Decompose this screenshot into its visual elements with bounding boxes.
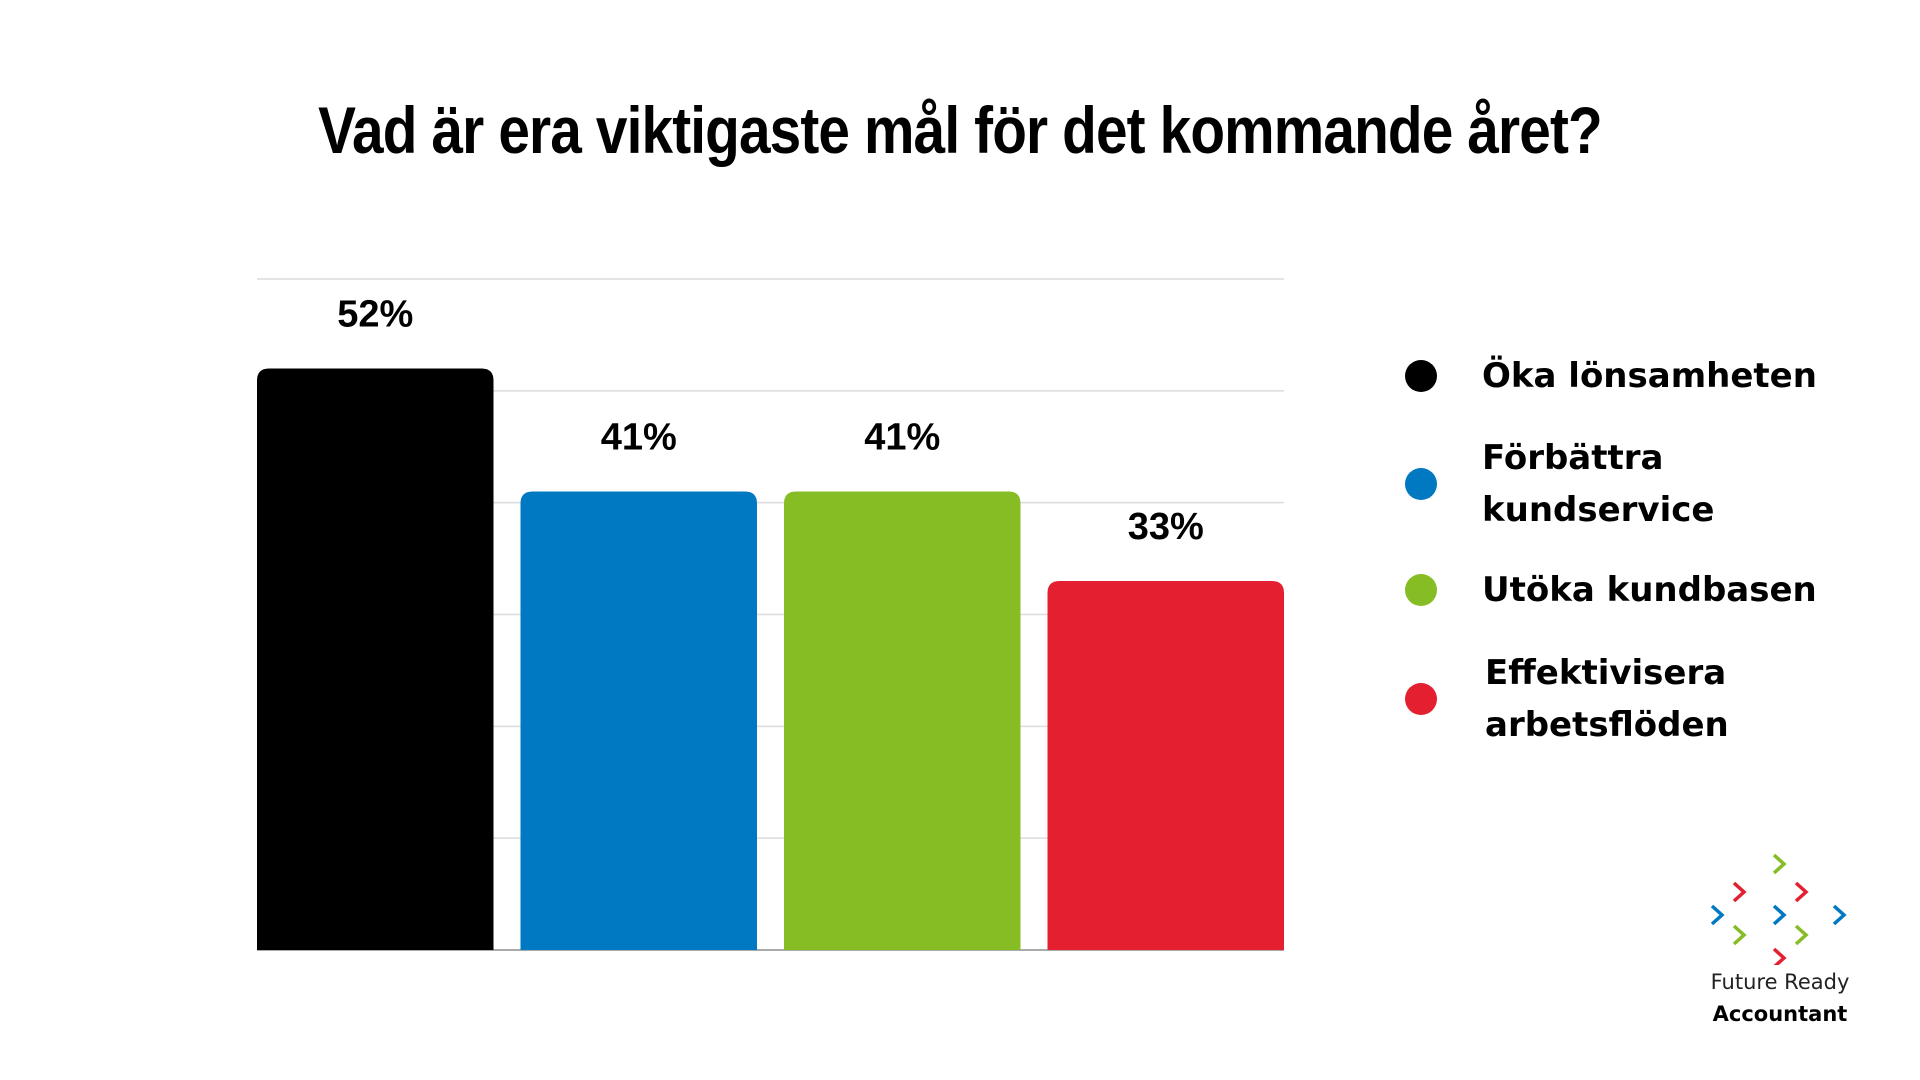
legend-label: Förbättra kundservice xyxy=(1482,438,1715,530)
value-labels: 52% 41% 41% 33% xyxy=(337,293,1204,547)
bar-1 xyxy=(257,368,494,950)
legend-item-forbattra-kundservice: Förbättra kundservice xyxy=(1405,432,1722,536)
legend-dot-icon xyxy=(1405,360,1437,392)
legend-label: Öka lönsamheten xyxy=(1482,356,1817,396)
chevron-icon xyxy=(1772,904,1787,926)
chevron-icon xyxy=(1794,881,1809,903)
chevron-icon xyxy=(1732,924,1747,946)
logo-text-line2: Accountant xyxy=(1712,1002,1848,1026)
value-label: 41% xyxy=(601,416,677,458)
legend-label: Utöka kundbasen xyxy=(1482,570,1817,610)
legend-item-oka-lonsamheten: Öka lönsamheten xyxy=(1405,350,1842,402)
value-label: 41% xyxy=(864,416,940,458)
bars xyxy=(257,368,1284,950)
chevron-icon xyxy=(1772,947,1787,969)
legend-item-utoka-kundbasen: Utöka kundbasen xyxy=(1405,564,1842,616)
legend-label: Effektivisera arbetsflöden xyxy=(1485,653,1729,745)
chevron-icon xyxy=(1772,853,1787,875)
chevron-icon xyxy=(1710,904,1725,926)
future-ready-accountant-logo: Future Ready Accountant xyxy=(1690,850,1870,1040)
chevron-icon xyxy=(1832,904,1847,926)
chevron-pattern-icon xyxy=(1710,853,1847,969)
chevron-icon xyxy=(1732,881,1747,903)
legend-dot-icon xyxy=(1405,683,1437,715)
bar-2 xyxy=(520,491,757,950)
legend-dot-icon xyxy=(1405,574,1437,606)
logo-text-line1: Future Ready xyxy=(1710,970,1850,994)
value-label: 33% xyxy=(1128,506,1204,548)
legend-item-effektivisera-arbetsfloden: Effektivisera arbetsflöden xyxy=(1405,647,1745,751)
chart-title: Vad är era viktigaste mål för det komman… xyxy=(318,93,1602,167)
chevron-icon xyxy=(1794,924,1809,946)
bar-4 xyxy=(1047,580,1284,950)
legend-dot-icon xyxy=(1405,468,1437,500)
value-label: 52% xyxy=(337,293,413,335)
bar-3 xyxy=(784,491,1021,950)
